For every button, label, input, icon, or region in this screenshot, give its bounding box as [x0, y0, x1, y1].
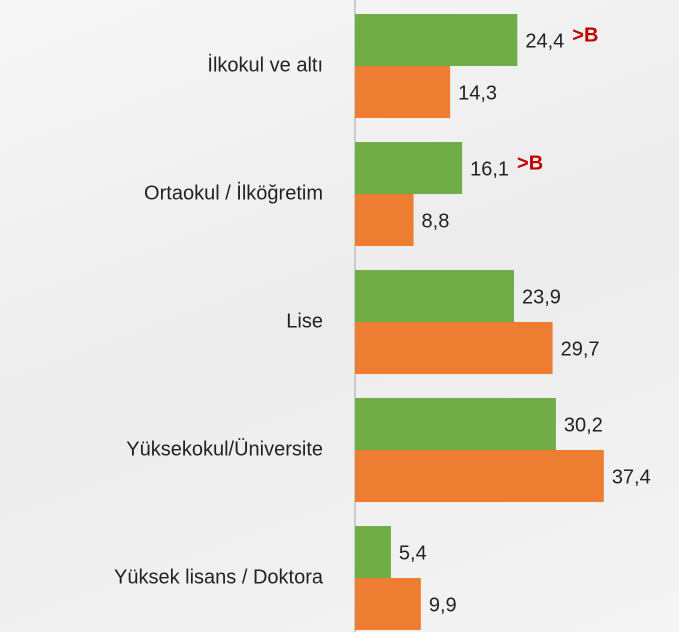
category-label: Yüksek lisans / Doktora [114, 566, 324, 588]
value-label: 14,3 [458, 82, 497, 104]
value-label: 5,4 [399, 542, 427, 564]
bar [355, 398, 556, 450]
bar [355, 194, 414, 246]
value-label: 8,8 [422, 210, 450, 232]
category-label: İlkokul ve altı [207, 53, 323, 76]
bar [355, 142, 463, 194]
category-label: Lise [286, 310, 323, 332]
bar [355, 578, 421, 630]
value-label: 9,9 [429, 594, 457, 616]
value-label: 30,2 [564, 414, 603, 436]
bar [355, 270, 515, 322]
bar [355, 322, 553, 374]
bar [355, 526, 391, 578]
value-label: 37,4 [612, 466, 651, 488]
bar [355, 66, 451, 118]
annotation: >B [572, 24, 598, 46]
bar [355, 450, 604, 502]
value-label: 23,9 [522, 286, 561, 308]
annotation: >B [517, 152, 543, 174]
value-label: 29,7 [561, 338, 600, 360]
category-label: Yüksekokul/Üniversite [126, 438, 323, 460]
value-label: 16,1 [470, 158, 509, 180]
bar [355, 14, 518, 66]
category-label: Ortaokul / İlköğretim [144, 181, 323, 204]
value-label: 24,4 [525, 30, 564, 52]
